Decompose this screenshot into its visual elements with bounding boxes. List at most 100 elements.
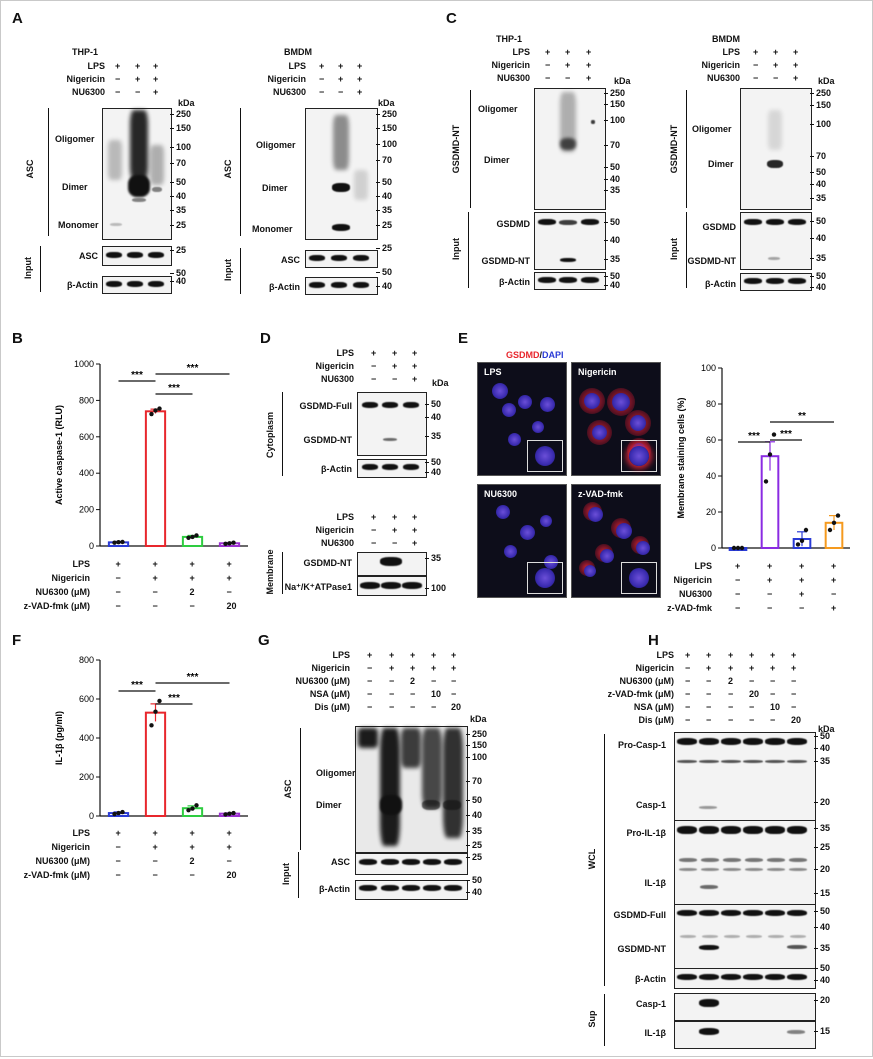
e-inset bbox=[621, 562, 657, 594]
h-sup-kda-tick-0 bbox=[814, 1000, 818, 1001]
h-wcl-kda-tick-7 bbox=[814, 893, 818, 894]
e-nucleus bbox=[508, 433, 521, 446]
d-top-sign-0-0: + bbox=[371, 348, 377, 358]
e-xsign-2-1: − bbox=[767, 589, 773, 599]
d-top-sign-0-2: + bbox=[412, 348, 418, 358]
h-wcl-kda-label-7: 15 bbox=[820, 888, 831, 898]
d-bot-sign-2-2: + bbox=[412, 538, 418, 548]
g-sign-0-2: + bbox=[410, 650, 416, 660]
c-left-kda-label-5: 40 bbox=[610, 174, 621, 184]
a-left-kda-tick-5 bbox=[170, 196, 174, 197]
a-right-asc-bracket bbox=[240, 108, 241, 236]
h-wcl-kda-tick-5 bbox=[814, 847, 818, 848]
h-casp1-label: Casp-1 bbox=[635, 800, 666, 810]
g-kda-label-5: 40 bbox=[472, 810, 483, 820]
d-cyto-kda-tick-2 bbox=[425, 436, 429, 437]
g-lane5-smear bbox=[443, 728, 463, 838]
a-left-kda-label-7: 25 bbox=[176, 220, 187, 230]
h-proil1b-1 bbox=[699, 826, 719, 834]
a-right-sign-2-0: − bbox=[319, 87, 325, 97]
a-right-actin-3 bbox=[353, 282, 369, 288]
c-right-actin-2 bbox=[766, 278, 784, 284]
c-right-input-kda-tick-2 bbox=[810, 258, 814, 259]
d-cyto-kda-label-0: 50 bbox=[431, 399, 442, 409]
g-kda-label-2: 100 bbox=[472, 752, 488, 762]
h-wcl-kda-label-8: 50 bbox=[820, 906, 831, 916]
h-actin-label: β-Actin bbox=[635, 974, 666, 984]
a-left-kda-label-0: 250 bbox=[176, 109, 192, 119]
d-cyto-kda-label-2: 35 bbox=[431, 431, 442, 441]
a-right-input-kda-tick-2 bbox=[376, 286, 380, 287]
c-left-gsdmd-3 bbox=[581, 219, 599, 225]
h-actin-3 bbox=[743, 974, 763, 980]
a-left-kda-label-3: 70 bbox=[176, 158, 187, 168]
h-gsdmdnt-label: GSDMD-NT bbox=[617, 944, 667, 954]
e-xrow-0: LPS bbox=[694, 561, 712, 571]
a-right-kda-label-4: 50 bbox=[382, 177, 393, 187]
h-sign-2-4: − bbox=[770, 676, 776, 686]
e-xsign-0-3: + bbox=[831, 561, 837, 571]
h-sup-il1b-blot bbox=[674, 1021, 816, 1049]
e-inset bbox=[621, 440, 657, 472]
g-sign-3-4: − bbox=[451, 689, 457, 699]
b-xsign-2-2: 2 bbox=[189, 587, 195, 597]
a-left-monomer-faint bbox=[110, 223, 122, 226]
c-left-input-kda-label-2: 35 bbox=[610, 254, 621, 264]
b-xrow-3: z-VAD-fmk (μM) bbox=[23, 601, 90, 611]
g-kda-tick-2 bbox=[466, 757, 470, 758]
f-xsign-1-0: − bbox=[115, 842, 121, 852]
g-kda-tick-7 bbox=[466, 845, 470, 846]
c-right-sign-1-2: + bbox=[793, 60, 799, 70]
h-sign-0-1: + bbox=[706, 650, 712, 660]
h-wcl-kda-tick-2 bbox=[814, 761, 818, 762]
d-memb-kda-label-0: 35 bbox=[431, 553, 442, 563]
c-left-actin-label: β-Actin bbox=[499, 277, 530, 287]
h-wcl-kda-tick-0 bbox=[814, 736, 818, 737]
h-gsdmdnt-2 bbox=[699, 945, 719, 950]
a-left-input-kda-tick-0 bbox=[170, 250, 174, 251]
c-right-kda-tick-3 bbox=[810, 156, 814, 157]
a-left-lane3-smear bbox=[150, 145, 164, 185]
c-left-sign-1-1: + bbox=[565, 60, 571, 70]
c-right-dimer-label: Dimer bbox=[708, 159, 734, 169]
h-procasp-2 bbox=[721, 738, 741, 745]
g-sign-1-4: + bbox=[451, 663, 457, 673]
a-right-sign-2-2: + bbox=[357, 87, 363, 97]
a-right-sign-1-1: + bbox=[338, 74, 344, 84]
c-left-actin-1 bbox=[538, 277, 556, 283]
f-xrow-2: NU6300 (μM) bbox=[35, 856, 90, 866]
f-xsign-3-2: − bbox=[189, 870, 195, 880]
c-right-kda-tick-5 bbox=[810, 184, 814, 185]
b-xsign-2-0: − bbox=[115, 587, 121, 597]
d-actin-1 bbox=[362, 464, 378, 470]
f-xrow-1: Nigericin bbox=[51, 842, 90, 852]
a-right-kda-tick-3 bbox=[376, 160, 380, 161]
a-left-asc-side-label: ASC bbox=[25, 159, 35, 179]
e-nucleus bbox=[540, 397, 555, 412]
h-il1b-mid-3 bbox=[745, 858, 763, 862]
e-image-1: Nigericin bbox=[571, 362, 661, 476]
c-left-dimer-band bbox=[560, 138, 576, 150]
h-wcl-kda-tick-12 bbox=[814, 980, 818, 981]
g-sign-0-0: + bbox=[367, 650, 373, 660]
g-input-actin-0 bbox=[359, 885, 377, 891]
a-left-kda-label-5: 40 bbox=[176, 191, 187, 201]
c-left-gsdmd-label: GSDMD bbox=[496, 219, 531, 229]
d-cyto-kda-label-4: 40 bbox=[431, 467, 442, 477]
h-sup-il1b-label: IL-1β bbox=[644, 1028, 667, 1038]
h-gsdmd-faint-3 bbox=[746, 935, 762, 938]
h-sign-2-0: − bbox=[685, 676, 691, 686]
a-left-row-0: LPS bbox=[87, 61, 105, 71]
e-image-label-1: Nigericin bbox=[578, 367, 617, 377]
a-left-input-kda-label-2: 40 bbox=[176, 276, 187, 286]
h-gsdmd-faint-1 bbox=[702, 935, 718, 938]
a-right-actin-1 bbox=[309, 282, 325, 288]
d-memb-kda-label-1: 100 bbox=[431, 583, 447, 593]
f-xsign-2-1: − bbox=[152, 856, 158, 866]
c-left-input-kda-label-4: 40 bbox=[610, 280, 621, 290]
a-left-actin-2 bbox=[127, 281, 143, 287]
c-right-kda-label: kDa bbox=[818, 76, 835, 86]
e-nucleus bbox=[616, 523, 632, 539]
c-right-kda-label-4: 50 bbox=[816, 167, 827, 177]
d-actin-2 bbox=[382, 464, 398, 470]
